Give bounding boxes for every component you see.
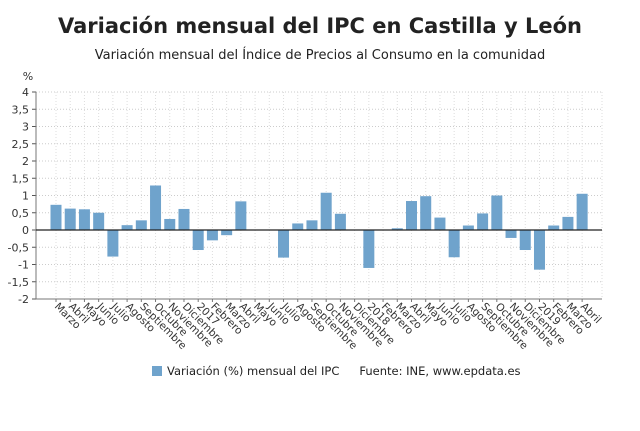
bar [221,230,233,236]
y-tick-label: 3,5 [12,103,30,116]
bar [533,230,545,270]
y-tick-label: 0 [22,224,29,237]
bar [562,216,574,230]
bar [107,230,119,257]
y-tick-label: 1 [22,190,29,203]
bar [50,204,62,230]
y-tick-label: 2,5 [12,138,30,151]
bar [150,185,162,230]
bar [320,192,332,230]
legend: Variación (%) mensual del IPC Fuente: IN… [152,364,521,378]
y-tick-label: 0,5 [12,207,30,220]
bar [391,228,403,230]
bar [363,230,375,268]
chart-subtitle: Variación mensual del Índice de Precios … [94,48,546,63]
legend-swatch [152,366,162,376]
y-tick-label: 3 [22,121,29,134]
bar [434,217,446,230]
y-tick-label: 4 [22,86,29,99]
bar [121,225,133,230]
bar [135,220,147,230]
bar [519,230,531,251]
bar [192,230,204,251]
y-axis-label: % [23,70,33,83]
bar [164,218,176,230]
legend-label: Variación (%) mensual del IPC [167,364,340,378]
chart-title: Variación mensual del IPC en Castilla y … [58,14,582,38]
bar [420,196,432,230]
y-tick-label: -1 [18,259,29,272]
bar [334,213,346,230]
y-tick-label: 1,5 [12,172,30,185]
y-tick-label: -1,5 [8,276,29,289]
bar [548,225,560,230]
bar [235,201,247,230]
bar [406,201,417,230]
y-tick-label: -0,5 [8,241,29,254]
bar [448,230,460,258]
bar [477,213,489,230]
bar [491,195,503,230]
source-text: Fuente: INE, www.epdata.es [359,364,521,378]
bar [78,209,90,230]
bar [178,208,190,230]
bar [206,230,218,241]
bar [292,223,304,230]
bar [278,230,290,258]
bar [64,208,76,230]
bar [576,193,588,230]
bar [505,230,517,238]
bar [93,212,105,230]
y-tick-label: 2 [22,155,29,168]
bar [462,225,474,230]
y-tick-label: -2 [18,293,29,306]
bar [306,220,318,230]
